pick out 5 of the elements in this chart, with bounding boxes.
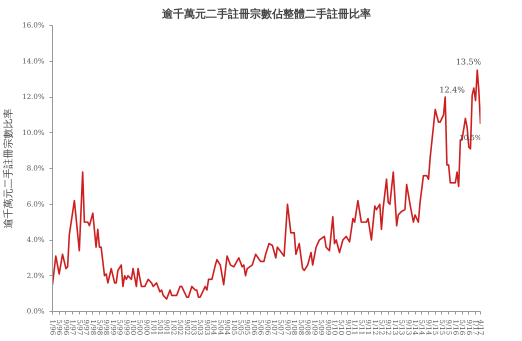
y-axis-title: 逾千萬元二手註冊宗數比率 (2, 108, 14, 228)
annotation: 13.5% (456, 58, 482, 67)
annotation: 12.4% (439, 85, 466, 94)
line-series (52, 69, 480, 300)
chart-title: 逾千萬元二手註冊宗數佔整體二手註冊比率 (161, 8, 371, 20)
